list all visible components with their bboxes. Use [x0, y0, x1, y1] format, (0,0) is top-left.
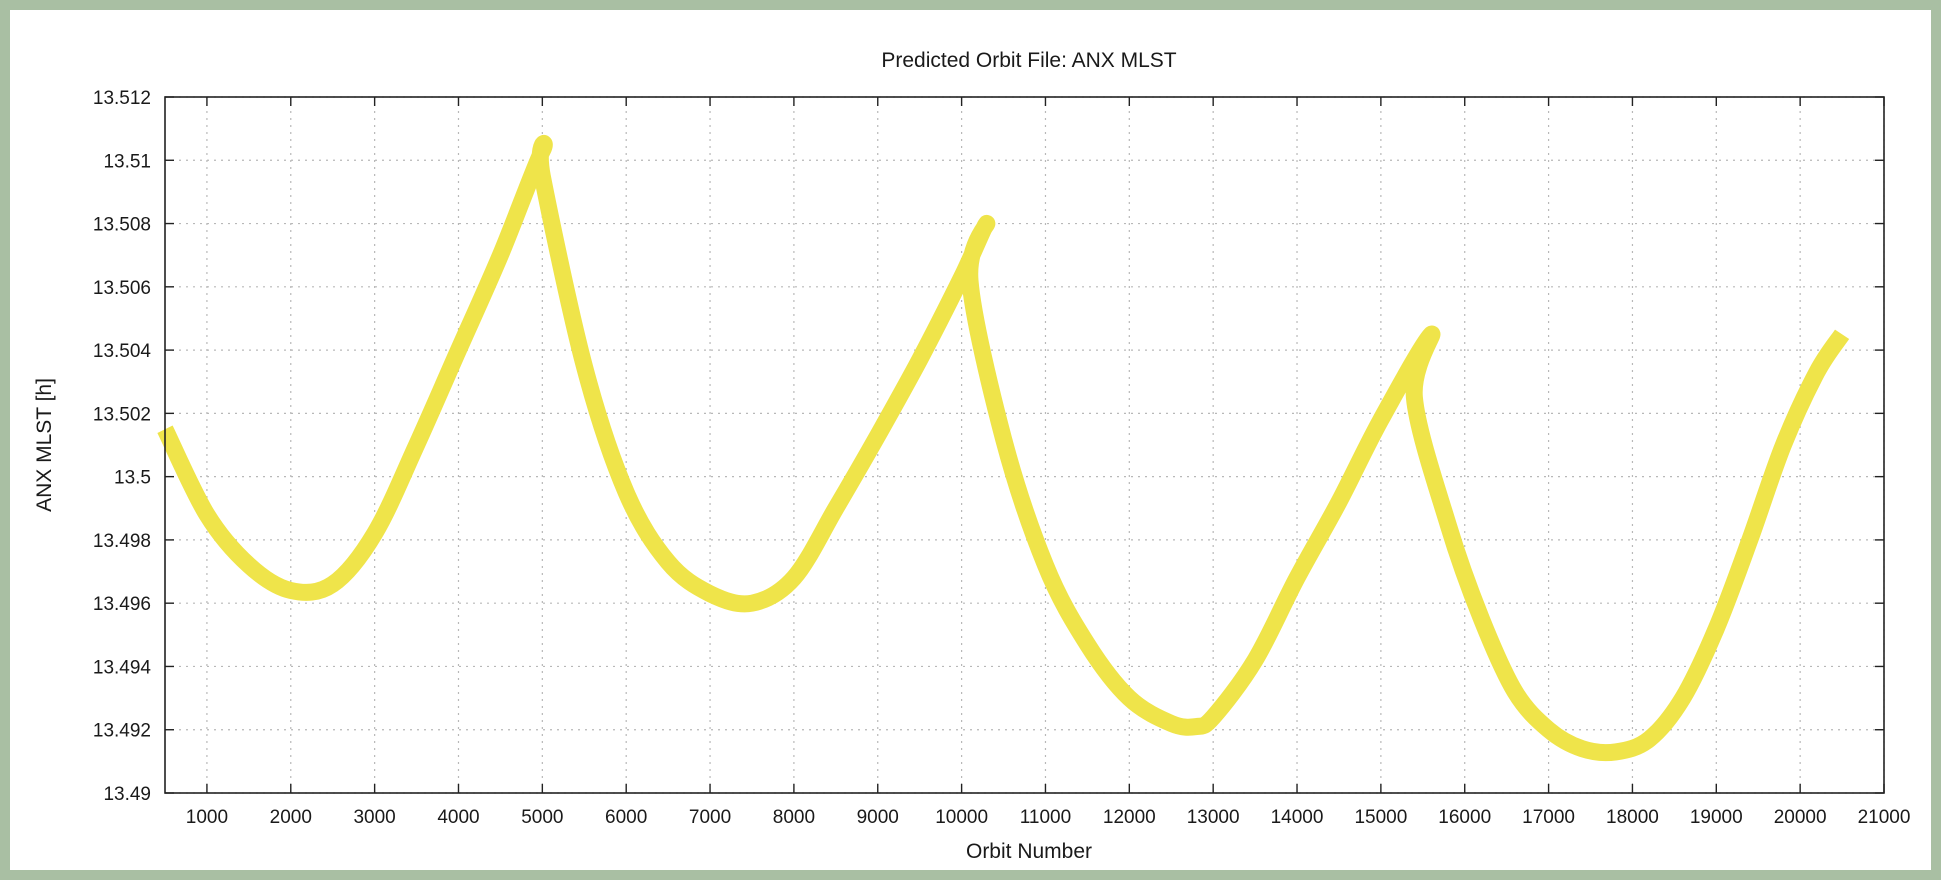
- x-tick-label-6: 7000: [689, 807, 731, 828]
- x-tick-label-7: 8000: [773, 807, 815, 828]
- x-tick-label-18: 19000: [1690, 807, 1743, 828]
- y-tick-label-5: 13.5: [114, 468, 151, 489]
- x-tick-label-19: 20000: [1774, 807, 1827, 828]
- y-tick-label-1: 13.492: [93, 721, 151, 742]
- y-tick-label-9: 13.508: [93, 215, 151, 236]
- x-tick-label-16: 17000: [1522, 807, 1575, 828]
- series-line-0: [157, 135, 1850, 762]
- y-tick-label-0: 13.49: [103, 784, 151, 805]
- y-tick-label-2: 13.494: [93, 657, 152, 678]
- chart-panel: Predicted Orbit File: ANX MLST 1000 2000 3…: [10, 10, 1931, 870]
- plot-area-border: [164, 96, 1885, 794]
- y-tick-label-7: 13.504: [93, 341, 152, 362]
- x-tick-label-9: 10000: [935, 807, 988, 828]
- x-tick-label-13: 14000: [1271, 807, 1324, 828]
- x-tick-label-4: 5000: [521, 807, 563, 828]
- y-tick-label-3: 13.496: [93, 594, 151, 615]
- x-tick-label-15: 16000: [1438, 807, 1491, 828]
- x-tick-label-5: 6000: [605, 807, 647, 828]
- x-tick-label-2: 3000: [353, 807, 395, 828]
- y-tick-label-11: 13.512: [93, 88, 151, 109]
- x-tick-label-8: 9000: [857, 807, 899, 828]
- chart-title: Predicted Orbit File: ANX MLST: [881, 49, 1176, 72]
- y-tick-label-8: 13.506: [93, 278, 151, 299]
- x-axis-title: Orbit Number: [966, 840, 1092, 863]
- x-tick-label-10: 11000: [1020, 807, 1071, 828]
- axis-ticks: [165, 96, 1885, 794]
- x-tick-label-14: 15000: [1354, 807, 1407, 828]
- series-layer: [157, 135, 1850, 762]
- y-tick-label-10: 13.51: [103, 151, 151, 172]
- x-tick-label-0: 1000: [186, 807, 228, 828]
- y-tick-label-4: 13.498: [93, 531, 151, 552]
- x-tick-label-20: 21000: [1858, 807, 1911, 828]
- x-tick-labels: 1000 2000 3000 4000 5000 6000 7000 8000 9000 1000…: [186, 807, 1911, 828]
- y-axis-title: ANX MLST [h]: [33, 378, 56, 512]
- x-tick-label-3: 4000: [437, 807, 479, 828]
- x-tick-label-11: 12000: [1103, 807, 1156, 828]
- y-tick-labels: 13.49 13.492 13.494 13.496 13.498 13.5 13.502 1…: [93, 88, 152, 805]
- y-tick-label-6: 13.502: [93, 404, 151, 425]
- x-tick-label-1: 2000: [270, 807, 312, 828]
- anx-mlst-chart: Predicted Orbit File: ANX MLST 1000 2000 3…: [33, 49, 1911, 863]
- x-tick-label-12: 13000: [1187, 807, 1240, 828]
- x-tick-label-17: 18000: [1606, 807, 1659, 828]
